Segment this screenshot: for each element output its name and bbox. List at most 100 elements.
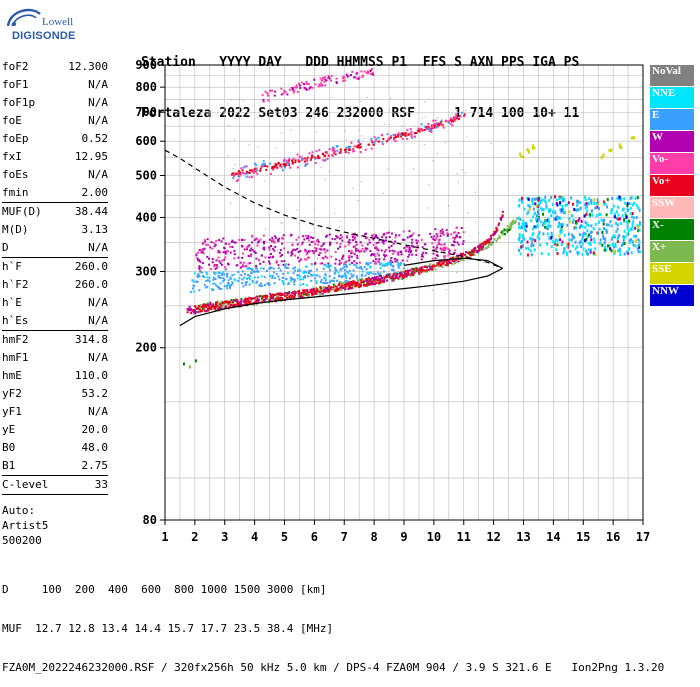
echo-point xyxy=(311,250,314,253)
echo-point xyxy=(618,247,621,251)
echo-point xyxy=(315,286,318,289)
echo-point xyxy=(246,298,249,301)
echo-point xyxy=(521,239,524,243)
echo-point xyxy=(343,274,346,277)
echo-point xyxy=(340,288,343,291)
echo-point xyxy=(454,231,457,234)
echo-point xyxy=(280,294,283,297)
echo-point xyxy=(287,291,290,294)
echo-point xyxy=(403,247,406,250)
echo-point xyxy=(195,311,198,314)
echo-point xyxy=(602,153,605,157)
echo-point xyxy=(553,240,556,244)
echo-point xyxy=(315,280,318,283)
echo-point xyxy=(355,243,358,246)
echo-point xyxy=(436,125,439,128)
echo-point xyxy=(231,302,234,305)
param-value: 3.13 xyxy=(81,223,109,236)
echo-point xyxy=(599,238,602,242)
echo-point xyxy=(385,254,388,257)
param-row-hmF1: hmF1 N/A xyxy=(2,349,108,367)
echo-point xyxy=(389,261,392,264)
echo-point xyxy=(285,160,288,163)
echo-point xyxy=(243,299,246,302)
echo-point xyxy=(236,175,238,177)
echo-point xyxy=(351,236,354,239)
echo-point xyxy=(227,302,230,305)
echo-point xyxy=(282,92,285,95)
echo-point xyxy=(228,305,231,308)
echo-point xyxy=(285,295,288,298)
echo-point xyxy=(252,303,255,306)
param-value: 12.95 xyxy=(74,150,108,163)
echo-point xyxy=(421,268,424,271)
echo-point xyxy=(532,144,535,148)
echo-point xyxy=(409,132,412,135)
echo-point xyxy=(285,278,288,281)
echo-point xyxy=(408,248,411,251)
echo-point xyxy=(278,278,281,281)
echo-point xyxy=(379,266,382,269)
echo-point xyxy=(260,297,263,300)
echo-point xyxy=(611,196,614,200)
echo-point xyxy=(223,258,226,261)
echo-point xyxy=(351,286,354,289)
echo-point xyxy=(438,265,440,267)
echo-point xyxy=(330,286,333,289)
echo-point xyxy=(388,273,391,276)
echo-point xyxy=(323,242,326,245)
echo-point xyxy=(421,246,424,249)
param-name: foF2 xyxy=(2,60,29,73)
echo-point xyxy=(331,154,334,157)
echo-point xyxy=(576,204,579,208)
echo-point xyxy=(411,267,414,270)
echo-point xyxy=(444,260,447,263)
echo-point xyxy=(274,90,277,93)
echo-point xyxy=(267,256,270,259)
echo-point xyxy=(536,235,539,239)
param-row-hEs: h`Es N/A xyxy=(2,312,108,330)
echo-point xyxy=(447,259,450,262)
echo-point xyxy=(341,239,344,242)
echo-point xyxy=(538,243,541,247)
echo-point xyxy=(251,268,254,271)
echo-point xyxy=(301,155,303,157)
echo-point xyxy=(247,254,250,257)
echo-point xyxy=(436,244,439,247)
echo-point xyxy=(296,86,299,89)
echo-point xyxy=(327,290,330,293)
echo-point xyxy=(226,283,229,286)
echo-point xyxy=(298,160,301,163)
echo-point xyxy=(426,266,429,269)
echo-point xyxy=(223,273,226,276)
echo-point xyxy=(284,294,287,297)
y-tick-label: 300 xyxy=(135,265,157,279)
echo-point xyxy=(348,238,351,241)
echo-point xyxy=(401,137,404,140)
echo-point xyxy=(376,275,379,278)
parameter-panel: foF2 12.300 foF1 N/A foF1p N/A foE N/A foEp 0… xyxy=(2,58,108,548)
echo-point xyxy=(594,247,597,251)
echo-point xyxy=(264,180,266,182)
echo-point xyxy=(274,245,277,248)
echo-point xyxy=(256,241,259,244)
echo-point xyxy=(610,249,613,253)
echo-point xyxy=(550,214,553,218)
echo-point xyxy=(438,122,441,125)
echo-point xyxy=(204,305,207,308)
echo-point xyxy=(268,267,271,270)
echo-point xyxy=(381,141,384,144)
echo-point xyxy=(342,285,345,288)
echo-point xyxy=(452,231,455,234)
echo-point xyxy=(537,209,540,213)
echo-point xyxy=(631,212,634,216)
echo-point xyxy=(346,75,349,78)
echo-point xyxy=(436,262,439,265)
echo-point xyxy=(302,289,305,292)
echo-point xyxy=(302,235,305,238)
echo-point xyxy=(228,125,230,127)
echo-point xyxy=(206,308,209,311)
echo-point xyxy=(296,209,298,211)
echo-point xyxy=(346,234,349,237)
echo-point xyxy=(284,292,287,295)
